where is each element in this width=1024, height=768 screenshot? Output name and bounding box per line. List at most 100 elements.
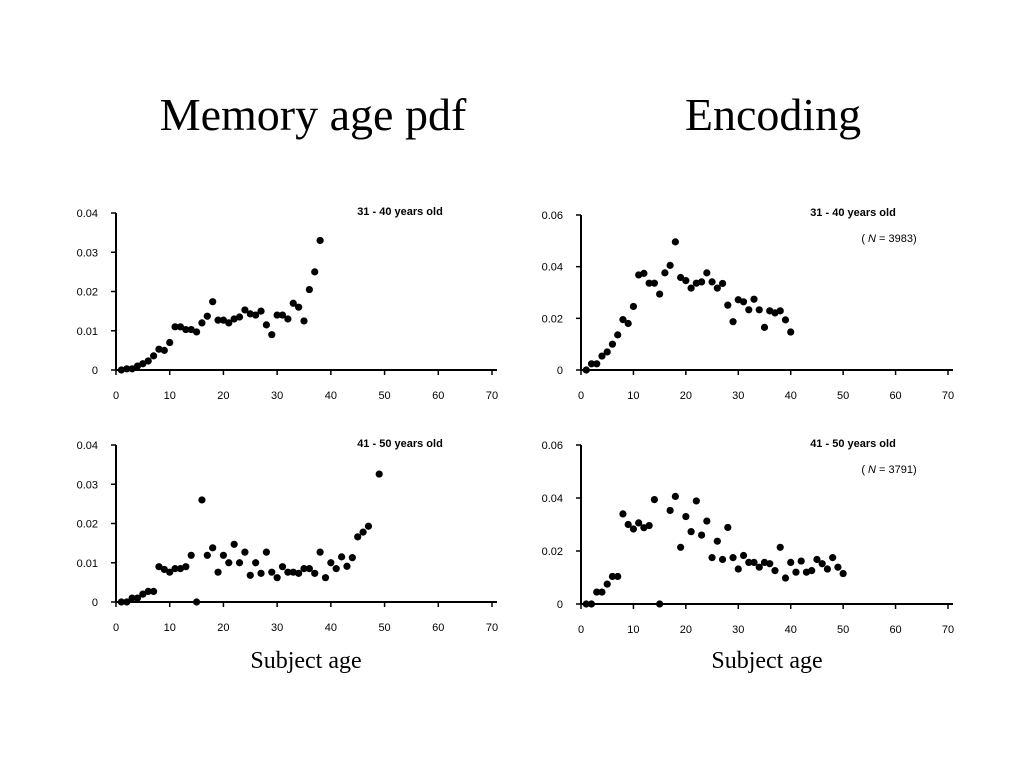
data-point [273,574,281,582]
data-point [273,311,281,319]
data-point [697,531,706,539]
data-point [787,328,795,336]
data-point [187,551,195,559]
y-tick-label: 0.06 [542,210,563,222]
y-tick-label: 0.02 [77,287,98,299]
data-point [687,284,695,292]
data-point [582,600,590,608]
data-point [656,600,664,608]
data-point [246,571,254,579]
data-point [300,317,308,325]
y-tick-label: 0 [557,599,563,611]
scatter-panel-4: 0 10 20 30 40 50 60 70 0 0.02 0.04 0.06 41 - 50 year… [542,438,955,636]
x-tick-label: 40 [325,390,337,402]
data-point [316,548,324,556]
data-point [739,551,748,560]
x-tick-label: 10 [164,622,176,634]
data-point [359,528,367,536]
data-point [348,554,356,562]
data-point [128,594,136,602]
data-point [268,568,276,576]
data-point [305,565,313,573]
data-point [284,315,292,323]
data-point [713,284,721,292]
y-tick-label: 0 [92,597,98,609]
x-tick-label: 40 [325,622,337,634]
data-point [316,236,324,245]
y-tick-label: 0 [557,365,563,377]
data-point [117,598,125,606]
x-tick-label: 50 [378,390,390,402]
data-point [593,588,601,596]
x-tick-label: 50 [837,624,849,636]
data-point [619,316,627,324]
x-tick-label: 20 [217,390,229,402]
data-point [718,555,727,564]
data-point [771,567,779,575]
data-point [661,269,669,277]
data-point [624,319,632,328]
data-point [834,563,842,571]
x-tick-label: 70 [486,390,498,402]
data-point [187,325,195,334]
data-point [629,525,638,533]
data-point [766,560,774,568]
data-point [252,559,260,567]
data-point [214,316,222,324]
data-point [209,544,217,552]
data-point [182,325,190,334]
data-point [650,495,659,504]
data-point [284,568,292,576]
data-point [713,537,721,545]
panel-title: 31 - 40 years old [357,206,443,218]
sample-size-label: ( N = 3983) [861,233,916,245]
data-point [192,598,201,606]
data-point [289,568,297,576]
x-tick-label: 10 [627,390,639,402]
x-tick-label: 40 [785,624,797,636]
data-point [343,562,351,570]
sample-size-label: ( N = 3791) [861,464,916,476]
data-point [219,551,228,559]
data-point [703,269,711,277]
data-point [614,331,622,339]
data-point [192,328,201,336]
x-tick-label: 0 [578,390,584,402]
y-tick-label: 0.04 [542,493,563,505]
data-point [787,558,795,566]
data-point [718,279,727,288]
x-tick-label: 40 [785,390,797,402]
data-point [682,512,690,521]
scatter-panel-2: 0 10 20 30 40 50 60 70 0 0.02 0.04 0.06 31 - 40 year… [542,207,955,402]
data-point [300,565,308,573]
x-tick-label: 50 [378,622,390,634]
data-point [745,306,753,314]
data-point [608,340,617,348]
data-point [671,238,679,246]
data-point [262,321,270,329]
y-tick-label: 0.03 [77,247,98,259]
data-point [829,554,837,562]
data-point [687,528,695,536]
panel-title: 41 - 50 years old [357,438,443,450]
y-tick-label: 0.02 [542,546,563,558]
y-tick-label: 0.01 [77,326,98,338]
data-point [150,587,158,596]
data-point [295,569,303,577]
data-point [792,568,800,576]
data-point [724,301,732,309]
data-point [645,279,653,287]
data-point [166,338,174,347]
data-point [587,360,596,368]
data-point [755,563,763,571]
data-point [776,307,784,315]
data-point [682,277,690,285]
data-point [354,533,362,541]
data-point [677,543,685,551]
data-point [198,319,206,327]
panel-title: 41 - 50 years old [810,438,896,450]
data-point [587,600,596,608]
data-point [666,261,674,269]
data-point [241,548,249,556]
